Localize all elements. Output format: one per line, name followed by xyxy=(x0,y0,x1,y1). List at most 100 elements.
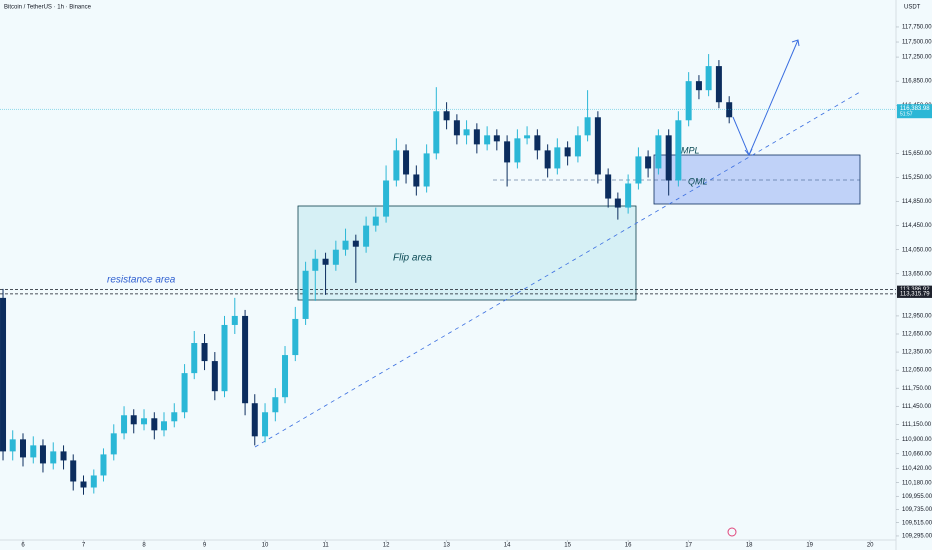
y-tick-label: 109,735.00 xyxy=(902,507,932,513)
candle-body xyxy=(272,397,279,413)
y-tick-label: 114,850.00 xyxy=(902,199,932,205)
y-tick-label: 111,450.00 xyxy=(902,404,932,410)
candle-body xyxy=(705,66,712,91)
candle-body xyxy=(302,270,309,319)
x-tick-label: 9 xyxy=(203,543,207,549)
candle-body xyxy=(645,156,652,169)
candle-body xyxy=(453,120,460,136)
candle-body xyxy=(70,460,77,482)
y-tick-label: 112,350.00 xyxy=(902,350,932,356)
candle-body xyxy=(463,129,470,136)
flip-zone xyxy=(297,205,637,301)
x-tick-label: 10 xyxy=(262,543,269,549)
y-tick-label: 117,500.00 xyxy=(902,40,932,46)
y-tick-label: 109,515.00 xyxy=(902,520,932,526)
candle-body xyxy=(262,412,269,437)
candle-body xyxy=(211,361,218,392)
candle-body xyxy=(231,315,238,325)
level-tag xyxy=(897,289,932,298)
y-tick-label: 111,150.00 xyxy=(902,422,932,428)
candle-body xyxy=(30,445,37,458)
y-tick-label: 115,650.00 xyxy=(902,151,932,157)
annotation: resistance area xyxy=(107,275,176,286)
candle-body xyxy=(554,147,561,169)
candle-body xyxy=(614,198,621,208)
candle-body xyxy=(242,315,249,404)
candle-body xyxy=(221,324,228,392)
x-tick-label: 7 xyxy=(82,543,86,549)
annotation: MPL xyxy=(681,145,700,155)
candle-body xyxy=(100,454,107,476)
arrow-head xyxy=(791,39,800,47)
candle-body xyxy=(0,297,7,452)
candle-body xyxy=(332,249,339,265)
candle-body xyxy=(584,117,591,136)
x-tick-label: 17 xyxy=(685,543,692,549)
y-tick-label: 114,450.00 xyxy=(902,223,932,229)
candle-body xyxy=(504,141,511,163)
candle-body xyxy=(292,318,299,356)
x-tick-label: 15 xyxy=(564,543,571,549)
y-tick-label: 115,250.00 xyxy=(902,175,932,181)
candle-body xyxy=(695,81,702,91)
candle-body xyxy=(605,174,612,199)
candle-body xyxy=(342,240,349,250)
x-tick-label: 13 xyxy=(443,543,450,549)
candle-body xyxy=(251,403,258,437)
countdown: 51:57 xyxy=(900,112,913,118)
last-price-tag xyxy=(897,104,932,119)
x-tick-label: 19 xyxy=(806,543,813,549)
candle-body xyxy=(715,66,722,103)
last-price-label: 116,383.98 xyxy=(900,106,930,112)
candle-body xyxy=(312,258,319,271)
level-tag xyxy=(897,285,932,294)
candle-body xyxy=(141,418,148,425)
candle-body xyxy=(363,225,370,247)
qml-zone xyxy=(653,154,861,205)
candle-body xyxy=(443,111,450,121)
annotation: Flip area xyxy=(393,253,432,264)
candle-body xyxy=(484,135,491,145)
candle-body xyxy=(544,150,551,169)
candle-body xyxy=(130,415,137,425)
x-tick-label: 20 xyxy=(867,543,874,549)
y-tick-label: 117,750.00 xyxy=(902,25,932,31)
y-tick-label: 110,660.00 xyxy=(902,451,932,457)
candle-body xyxy=(110,433,117,455)
y-tick-label: 116,850.00 xyxy=(902,79,932,85)
candle-body xyxy=(191,343,198,374)
candle-body xyxy=(372,216,379,226)
candle-body xyxy=(423,153,430,187)
candle-body xyxy=(665,135,672,181)
x-tick-label: 14 xyxy=(504,543,511,549)
y-tick-label: 117,250.00 xyxy=(902,55,932,61)
candle-body xyxy=(60,451,67,461)
y-tick-label: 113,650.00 xyxy=(902,271,932,277)
x-tick-label: 18 xyxy=(746,543,753,549)
candle-body xyxy=(19,439,26,458)
y-tick-label: 111,750.00 xyxy=(902,386,932,392)
y-tick-label: 112,650.00 xyxy=(902,332,932,338)
candle-body xyxy=(534,135,541,151)
event-icon xyxy=(727,527,737,537)
candle-body xyxy=(473,129,480,145)
candle-body xyxy=(181,373,188,413)
x-tick-label: 11 xyxy=(322,543,329,549)
y-tick-label: 112,050.00 xyxy=(902,368,932,374)
x-tick-label: 6 xyxy=(21,543,25,549)
candle-body xyxy=(393,150,400,181)
y-tick-label: 114,050.00 xyxy=(902,247,932,253)
y-tick-label: 112,950.00 xyxy=(902,314,932,320)
candle-body xyxy=(493,135,500,142)
candle-body xyxy=(413,174,420,187)
trendline xyxy=(254,91,861,448)
candle-body xyxy=(655,135,662,169)
candle-body xyxy=(201,343,208,362)
candle-body xyxy=(352,240,359,247)
candle-body xyxy=(594,117,601,175)
y-tick-label: 110,900.00 xyxy=(902,437,932,443)
candle-body xyxy=(171,412,178,422)
level-label: 113,315.79 xyxy=(900,291,930,297)
candle-body xyxy=(564,147,571,157)
